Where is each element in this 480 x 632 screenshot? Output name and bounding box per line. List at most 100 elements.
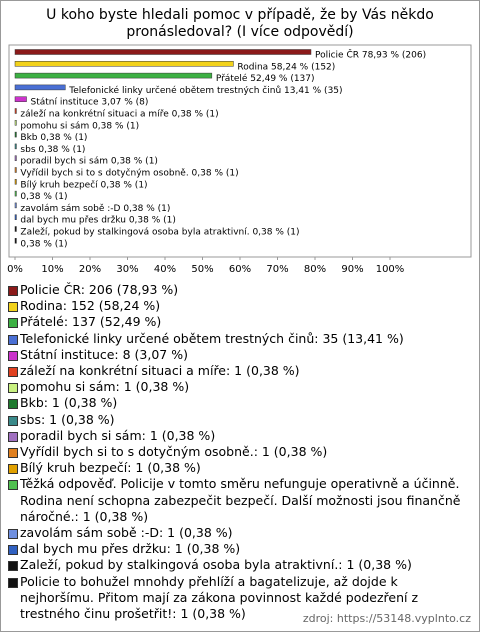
bar xyxy=(14,61,234,67)
x-tick-label: 40% xyxy=(154,264,176,275)
legend-item: Telefonické linky určené obětem trestnýc… xyxy=(7,331,467,347)
legend-label: poradil bych si sám: 1 (0,38 %) xyxy=(20,427,216,443)
bar xyxy=(14,167,17,173)
legend-item: dal bych mu přes držku: 1 (0,38 %) xyxy=(7,541,467,557)
legend-item: Státní instituce: 8 (3,07 %) xyxy=(7,347,467,363)
bar xyxy=(14,96,27,102)
legend-item: zavolám sám sobě :-D: 1 (0,38 %) xyxy=(7,525,467,541)
chart: 0% 10% 20% 30% 40% 50% 60% 70% 80% 90% 100% Policie… xyxy=(7,44,472,275)
legend-label: Těžká odpověď. Policije v tomto směru ne… xyxy=(20,476,461,524)
legend-swatch xyxy=(8,367,18,378)
legend-label: Telefonické linky určené obětem trestnýc… xyxy=(20,330,404,346)
value-label: poradil bych si sám 0,38 % (1) xyxy=(20,157,158,167)
value-label: 0,38 % (1) xyxy=(20,239,67,249)
legend-swatch xyxy=(8,561,18,572)
legend-item: Policie ČR: 206 (78,93 %) xyxy=(7,282,467,298)
legend-label: Policie ČR: 206 (78,93 %) xyxy=(20,282,179,297)
legend-label: dal bych mu přes držku: 1 (0,38 %) xyxy=(20,541,241,557)
legend-swatch xyxy=(8,383,18,394)
legend-item: Bílý kruh bezpečí: 1 (0,38 %) xyxy=(7,460,467,476)
chart-title: U koho byste hledali pomoc v případě, že… xyxy=(46,7,434,40)
legend-item: Vyřídil bych si to s dotyčným osobně.: 1… xyxy=(7,444,467,460)
bar xyxy=(14,190,17,197)
bar xyxy=(14,131,17,138)
bar xyxy=(14,72,213,79)
bar xyxy=(14,120,17,126)
legend-item: Zaleží, pokud by stalkingová osoba byla … xyxy=(7,557,467,573)
legend-item: Bkb: 1 (0,38 %) xyxy=(7,395,467,411)
legend-swatch xyxy=(8,334,18,345)
bar xyxy=(14,108,17,114)
bar xyxy=(14,49,312,55)
legend-label: Bkb: 1 (0,38 %) xyxy=(20,395,118,411)
x-tick-label: 90% xyxy=(341,264,363,275)
bar xyxy=(14,238,17,244)
x-tick-label: 60% xyxy=(229,264,251,275)
legend-swatch xyxy=(8,286,18,296)
legend-item: Těžká odpověď. Policije v tomto směru ne… xyxy=(7,476,467,525)
legend-label: Zaleží, pokud by stalkingová osoba byla … xyxy=(20,557,412,573)
legend-item: pomohu si sám: 1 (0,38 %) xyxy=(7,379,467,395)
value-label: Bkb 0,38 % (1) xyxy=(20,133,87,143)
legend-item: poradil bych si sám: 1 (0,38 %) xyxy=(7,428,467,444)
value-label: pomohu si sám 0,38 % (1) xyxy=(20,121,139,131)
legend-label: Bílý kruh bezpečí: 1 (0,38 %) xyxy=(20,460,201,476)
legend-item: Přátelé: 137 (52,49 %) xyxy=(7,314,467,330)
bar xyxy=(14,179,17,185)
x-tick-label: 70% xyxy=(266,264,288,275)
legend-swatch xyxy=(8,448,18,459)
legend-label: pomohu si sám: 1 (0,38 %) xyxy=(20,379,190,395)
legend-swatch xyxy=(8,399,18,410)
bar xyxy=(14,226,17,232)
x-tick-label: 100% xyxy=(376,264,405,275)
value-label: Přátelé 52,49 % (137) xyxy=(216,73,315,84)
value-label: sbs 0,38 % (1) xyxy=(20,145,85,155)
x-tick-label: 30% xyxy=(116,264,138,275)
legend-label: Policie to bohužel mnohdy přehlíží a bag… xyxy=(20,573,419,622)
legend-swatch xyxy=(8,480,18,491)
value-label: 0,38 % (1) xyxy=(20,192,67,202)
source: zdroj: https://53148.vyplnto.cz xyxy=(302,612,471,625)
legend-label: Vyřídil bych si to s dotyčným osobně.: 1… xyxy=(20,444,328,460)
x-tick-label: 80% xyxy=(304,264,326,275)
value-label: Státní instituce 3,07 % (8) xyxy=(31,98,149,108)
legend: Policie ČR: 206 (78,93 %) Rodina: 152 (58… xyxy=(7,282,467,622)
bar xyxy=(14,202,17,209)
legend-swatch xyxy=(8,431,18,442)
legend-label: Státní instituce: 8 (3,07 %) xyxy=(20,346,188,362)
legend-swatch xyxy=(8,464,18,475)
legend-swatch xyxy=(8,302,18,313)
legend-swatch xyxy=(8,415,18,426)
bar xyxy=(14,155,17,161)
x-tick-label: 10% xyxy=(41,264,63,275)
value-label: Telefonické linky určené obětem trestnýc… xyxy=(68,85,342,96)
legend-label: Přátelé: 137 (52,49 %) xyxy=(20,314,162,330)
legend-label: záleží na konkrétní situaci a míře: 1 (0… xyxy=(20,363,300,379)
value-label: Rodina 58,24 % (152) xyxy=(237,62,335,72)
value-label: Bílý kruh bezpečí 0,38 % (1) xyxy=(20,179,147,190)
legend-swatch xyxy=(8,529,18,540)
legend-label: Rodina: 152 (58,24 %) xyxy=(20,298,161,314)
value-label: Policie ČR 78,93 % (206) xyxy=(315,49,426,61)
legend-swatch xyxy=(8,350,18,361)
legend-swatch xyxy=(8,545,18,556)
legend-item: Rodina: 152 (58,24 %) xyxy=(7,298,467,314)
legend-label: sbs: 1 (0,38 %) xyxy=(20,411,115,427)
legend-swatch xyxy=(8,577,18,588)
value-label: dal bych mu přes držku 0,38 % (1) xyxy=(20,216,175,226)
bar xyxy=(14,214,17,220)
x-tick-label: 50% xyxy=(191,264,213,275)
value-label: zavolám sám sobě :-D 0,38 % (1) xyxy=(20,204,170,214)
x-tick-label: 20% xyxy=(79,264,101,275)
legend-swatch xyxy=(8,318,18,329)
legend-item: Policie to bohužel mnohdy přehlíží a bag… xyxy=(7,574,467,623)
legend-item: záleží na konkrétní situaci a míře: 1 (0… xyxy=(7,363,467,379)
legend-label: zavolám sám sobě :-D: 1 (0,38 %) xyxy=(20,525,233,541)
bar xyxy=(14,84,66,91)
bar xyxy=(14,143,17,150)
value-label: záleží na konkrétní situaci a míře 0,38 … xyxy=(20,109,218,120)
value-label: Vyřídil bych si to s dotyčným osobně. 0,… xyxy=(20,168,238,179)
legend-item: sbs: 1 (0,38 %) xyxy=(7,412,467,428)
value-label: Zaleží, pokud by stalkingová osoba byla … xyxy=(20,228,299,238)
